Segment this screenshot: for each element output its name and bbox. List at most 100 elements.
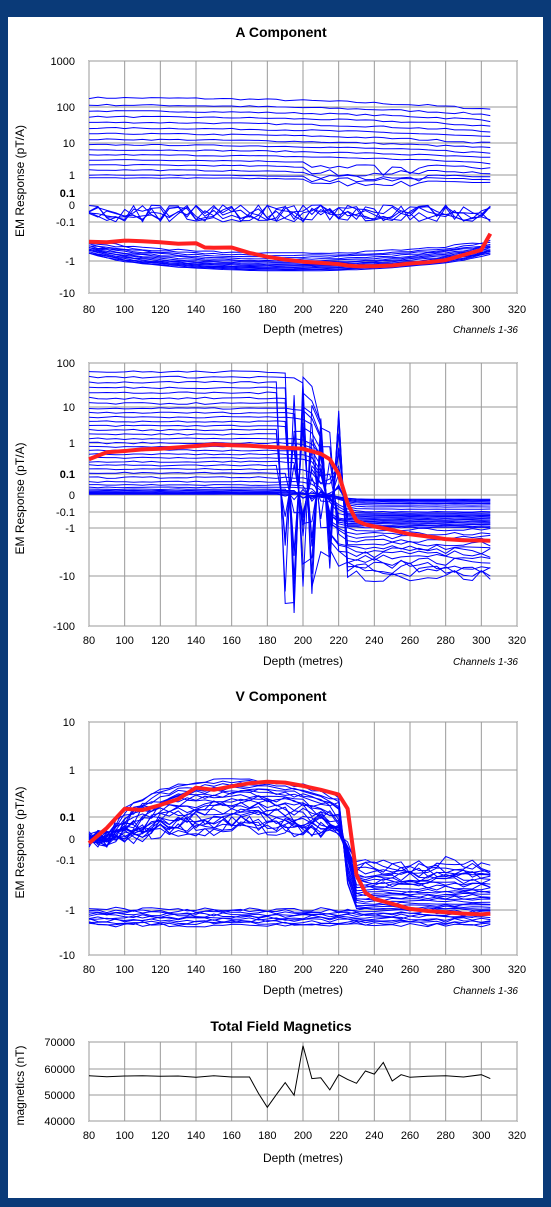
channel-line: [88, 204, 491, 223]
channel-line: [88, 246, 491, 263]
x-tick-label: 160: [222, 1130, 240, 1142]
channel-line: [88, 126, 491, 137]
x-tick-label: 180: [258, 635, 276, 647]
channel-line: [88, 143, 491, 154]
channel-line: [88, 487, 491, 506]
y-axis-label: EM Response (pT/A): [13, 442, 27, 554]
channel-line: [88, 919, 491, 925]
channel-line: [88, 159, 491, 177]
x-tick-label: 220: [329, 964, 347, 976]
channel-line: [88, 96, 491, 110]
channel-line: [88, 911, 491, 917]
channel-line: [88, 153, 491, 165]
y-tick-label: -0.1: [56, 217, 75, 229]
channel-line: [88, 799, 491, 892]
channel-line: [88, 241, 491, 257]
x-tick-label: 160: [222, 964, 240, 976]
channel-line: [88, 460, 491, 521]
chart-title: A Component: [235, 24, 327, 40]
x-tick-label: 320: [508, 964, 526, 976]
channel-line: [88, 243, 491, 259]
channel-line: [88, 916, 491, 922]
x-tick-label: 260: [401, 304, 419, 316]
channel-line: [88, 411, 491, 565]
channel-line: [88, 816, 491, 874]
channel-line: [88, 806, 491, 886]
x-tick-label: 240: [365, 304, 383, 316]
chart-title: Total Field Magnetics: [210, 1018, 352, 1034]
channel-line: [88, 103, 491, 117]
channel-line: [88, 782, 491, 907]
channel-line: [88, 204, 491, 222]
x-tick-label: 260: [401, 964, 419, 976]
channel-line: [88, 922, 491, 928]
y-tick-label: 0: [69, 490, 75, 502]
y-tick-label: 100: [57, 102, 75, 114]
x-tick-label: 80: [83, 304, 95, 316]
channels-note: Channels 1-36: [453, 657, 518, 668]
x-tick-label: 180: [258, 304, 276, 316]
channel-line: [88, 471, 491, 517]
x-tick-label: 120: [151, 635, 169, 647]
x-axis-label: Depth (metres): [263, 1151, 343, 1165]
channel-line: [88, 467, 491, 519]
channel-line: [88, 456, 491, 523]
x-tick-label: 100: [115, 635, 133, 647]
channel-line: [89, 485, 491, 508]
channel-line: [88, 248, 491, 266]
channel-line: [88, 163, 491, 177]
y-tick-label: 10: [63, 138, 75, 150]
x-tick-label: 80: [83, 1130, 95, 1142]
x-tick-label: 280: [436, 304, 454, 316]
x-tick-label: 180: [258, 964, 276, 976]
y-tick-label: -1: [65, 256, 75, 268]
x-tick-label: 200: [294, 304, 312, 316]
x-axis-label: Depth (metres): [263, 983, 343, 997]
x-axis-label: Depth (metres): [263, 654, 343, 668]
y-tick-label: 10: [63, 717, 75, 729]
y-tick-label: 100: [57, 358, 75, 370]
y-tick-label: -100: [53, 621, 75, 633]
x-tick-label: 300: [472, 1130, 490, 1142]
x-tick-label: 200: [294, 964, 312, 976]
channel-line: [88, 247, 491, 264]
y-tick-label: -0.1: [56, 855, 75, 867]
chart-title: V Component: [236, 688, 327, 704]
channel-line: [88, 801, 491, 890]
x-tick-label: 120: [151, 964, 169, 976]
channel-line: [88, 480, 491, 515]
y-tick-label: 0.1: [60, 188, 75, 200]
y-tick-label: 70000: [44, 1037, 75, 1049]
x-tick-label: 240: [365, 964, 383, 976]
channel-line: [88, 204, 491, 223]
x-tick-label: 140: [187, 635, 205, 647]
channels-note: Channels 1-36: [453, 325, 518, 336]
highlight-channel-line: [88, 232, 493, 269]
channel-line: [89, 138, 491, 148]
x-tick-label: 240: [365, 635, 383, 647]
x-tick-label: 120: [151, 1130, 169, 1142]
x-tick-label: 300: [472, 964, 490, 976]
x-tick-label: 80: [83, 964, 95, 976]
y-tick-label: 1: [69, 765, 75, 777]
channel-line: [88, 433, 491, 540]
x-tick-label: 140: [187, 304, 205, 316]
y-tick-label: -10: [59, 288, 75, 300]
x-tick-label: 240: [365, 1130, 383, 1142]
x-tick-label: 280: [436, 635, 454, 647]
channel-line: [89, 483, 491, 514]
x-tick-label: 220: [329, 635, 347, 647]
y-tick-label: 0: [69, 834, 75, 846]
channel-line: [89, 493, 491, 500]
charts-panel: A Component 80 100 120 140 160 180 200 220 240 260…: [8, 17, 543, 1198]
channel-line: [88, 149, 491, 158]
channel-line: [88, 204, 491, 223]
x-tick-label: 320: [508, 1130, 526, 1142]
y-tick-label: 1000: [51, 56, 75, 68]
x-tick-label: 100: [115, 964, 133, 976]
channel-line: [89, 132, 491, 144]
x-tick-label: 200: [294, 635, 312, 647]
y-axis-label: magnetics (nT): [13, 1045, 27, 1125]
channel-line: [88, 486, 491, 513]
